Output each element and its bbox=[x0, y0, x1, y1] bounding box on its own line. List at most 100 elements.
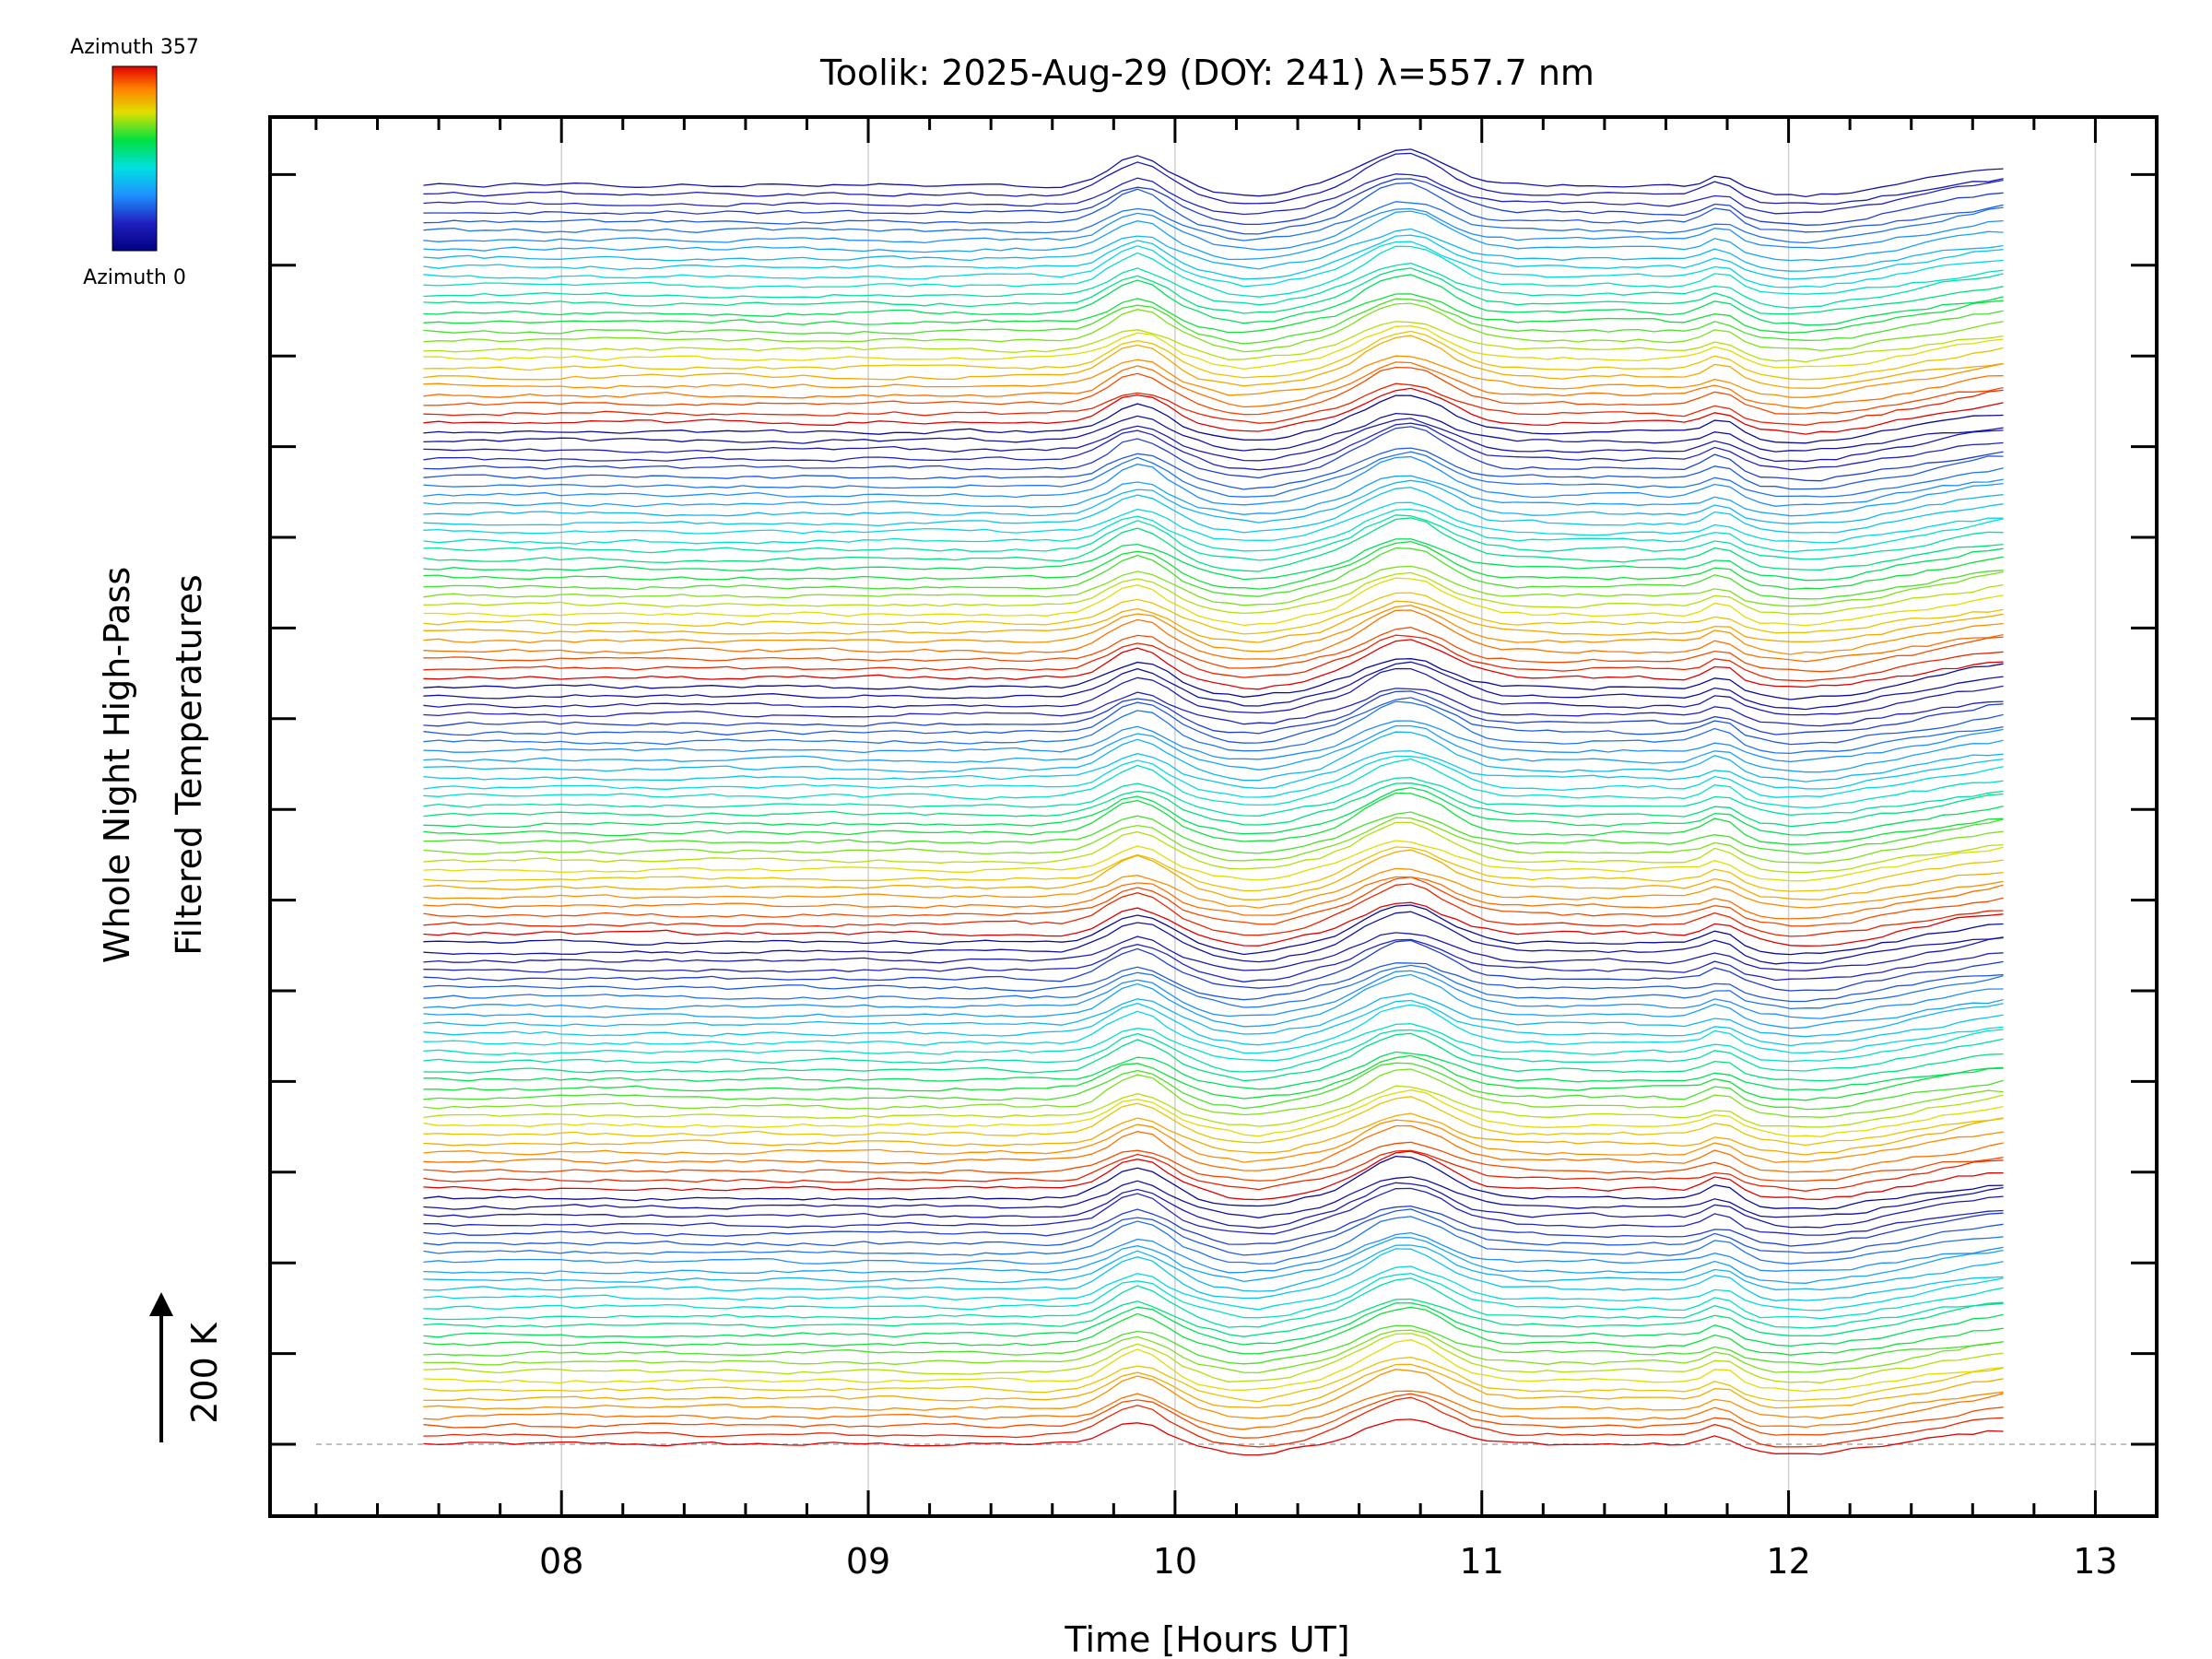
trace-line bbox=[423, 999, 2004, 1047]
trace-line bbox=[423, 911, 2004, 965]
trace-line bbox=[423, 335, 2004, 389]
trace-line bbox=[423, 661, 2004, 711]
trace-line bbox=[423, 1068, 2004, 1118]
trace-line bbox=[423, 293, 2004, 334]
trace-line bbox=[423, 1112, 2004, 1156]
trace-line bbox=[423, 1124, 2004, 1173]
trace-line bbox=[423, 487, 2004, 534]
trace-line bbox=[423, 479, 2004, 524]
y-axis-label-line1: Whole Night High-Pass bbox=[97, 567, 137, 963]
trace-line bbox=[423, 366, 2004, 416]
trace-line bbox=[423, 605, 2004, 655]
trace-line bbox=[423, 455, 2004, 507]
trace-line bbox=[423, 883, 2004, 937]
chart-title: Toolik: 2025-Aug-29 (DOY: 241) λ=557.7 n… bbox=[819, 53, 1594, 93]
trace-line bbox=[423, 571, 2004, 615]
trace-line bbox=[423, 1085, 2004, 1128]
trace-line bbox=[423, 777, 2004, 817]
trace-line bbox=[423, 325, 2004, 371]
x-tick-label: 13 bbox=[2073, 1541, 2117, 1582]
plot-frame bbox=[268, 115, 2159, 1518]
trace-line bbox=[423, 904, 2004, 956]
trace-line bbox=[423, 1248, 2004, 1301]
trace-line bbox=[423, 720, 2004, 763]
trace-line bbox=[423, 970, 2004, 1019]
trace-line bbox=[423, 394, 2004, 444]
trace-line bbox=[423, 178, 2004, 226]
trace-line bbox=[423, 1149, 2004, 1192]
trace-line bbox=[423, 210, 2004, 262]
trace-line bbox=[423, 262, 2004, 309]
trace-line bbox=[423, 1187, 2004, 1236]
trace-line bbox=[423, 501, 2004, 544]
trace-line bbox=[423, 207, 2004, 251]
trace-line bbox=[423, 1208, 2004, 1256]
trace-line bbox=[423, 152, 2004, 206]
trace-line bbox=[423, 1119, 2004, 1163]
axes-layer: 08 09 10 11 12 13 bbox=[268, 115, 2159, 1582]
trace-line bbox=[423, 412, 2004, 453]
trace-line bbox=[423, 1054, 2004, 1101]
trace-line bbox=[423, 1338, 2004, 1393]
trace-line bbox=[423, 321, 2004, 363]
colorbar bbox=[112, 65, 158, 252]
trace-line bbox=[423, 1393, 2004, 1439]
trace-line bbox=[423, 1390, 2004, 1430]
trace-line bbox=[423, 148, 2004, 198]
trace-line bbox=[423, 1029, 2004, 1073]
trace-line bbox=[423, 1265, 2004, 1312]
trace-line bbox=[423, 1096, 2004, 1147]
trace-line bbox=[423, 1244, 2004, 1292]
trace-line bbox=[423, 426, 2004, 482]
trace-line bbox=[423, 1273, 2004, 1320]
x-tick-label: 12 bbox=[1766, 1541, 1810, 1582]
trace-line bbox=[423, 1051, 2004, 1091]
trace-line bbox=[423, 234, 2004, 280]
trace-line bbox=[423, 447, 2004, 490]
trace-line bbox=[423, 724, 2004, 773]
x-tick-label: 09 bbox=[846, 1541, 890, 1582]
trace-line bbox=[423, 267, 2004, 315]
trace-line bbox=[423, 1004, 2004, 1054]
trace-line bbox=[423, 667, 2004, 716]
trace-line bbox=[423, 877, 2004, 927]
trace-line bbox=[423, 538, 2004, 582]
trace-line bbox=[423, 792, 2004, 845]
trace-line bbox=[423, 547, 2004, 600]
trace-line bbox=[423, 1141, 2004, 1182]
trace-line bbox=[423, 786, 2004, 836]
scale-label: 200 K bbox=[184, 1322, 225, 1424]
trace-line bbox=[423, 782, 2004, 828]
trace-line bbox=[423, 1062, 2004, 1111]
trace-line bbox=[423, 758, 2004, 809]
trace-line bbox=[423, 1231, 2004, 1274]
trace-line bbox=[423, 508, 2004, 553]
x-tick-label: 08 bbox=[539, 1541, 583, 1582]
trace-line bbox=[423, 361, 2004, 409]
scale-arrow-head bbox=[149, 1292, 173, 1316]
grid-layer bbox=[316, 117, 2157, 1516]
trace-line bbox=[423, 298, 2004, 345]
trace-line bbox=[423, 1205, 2004, 1247]
trace-line bbox=[423, 962, 2004, 1003]
trace-line bbox=[423, 1277, 2004, 1329]
trace-line bbox=[423, 817, 2004, 864]
trace-line bbox=[423, 867, 2004, 909]
trace-line bbox=[423, 697, 2004, 746]
trace-line bbox=[423, 1357, 2004, 1403]
trace-line bbox=[423, 201, 2004, 244]
trace-line bbox=[423, 1216, 2004, 1265]
trace-line bbox=[423, 964, 2004, 1010]
trace-line bbox=[423, 811, 2004, 855]
trace-line bbox=[423, 1089, 2004, 1137]
colorbar-bottom-label: Azimuth 0 bbox=[83, 266, 186, 289]
trace-line bbox=[423, 634, 2004, 682]
trace-line bbox=[423, 932, 2004, 971]
trace-line bbox=[423, 876, 2004, 920]
trace-line bbox=[423, 330, 2004, 381]
trace-line bbox=[423, 755, 2004, 798]
trace-line bbox=[423, 355, 2004, 398]
trace-line bbox=[423, 690, 2004, 735]
x-tick-label: 10 bbox=[1153, 1541, 1197, 1582]
trace-line bbox=[423, 577, 2004, 627]
